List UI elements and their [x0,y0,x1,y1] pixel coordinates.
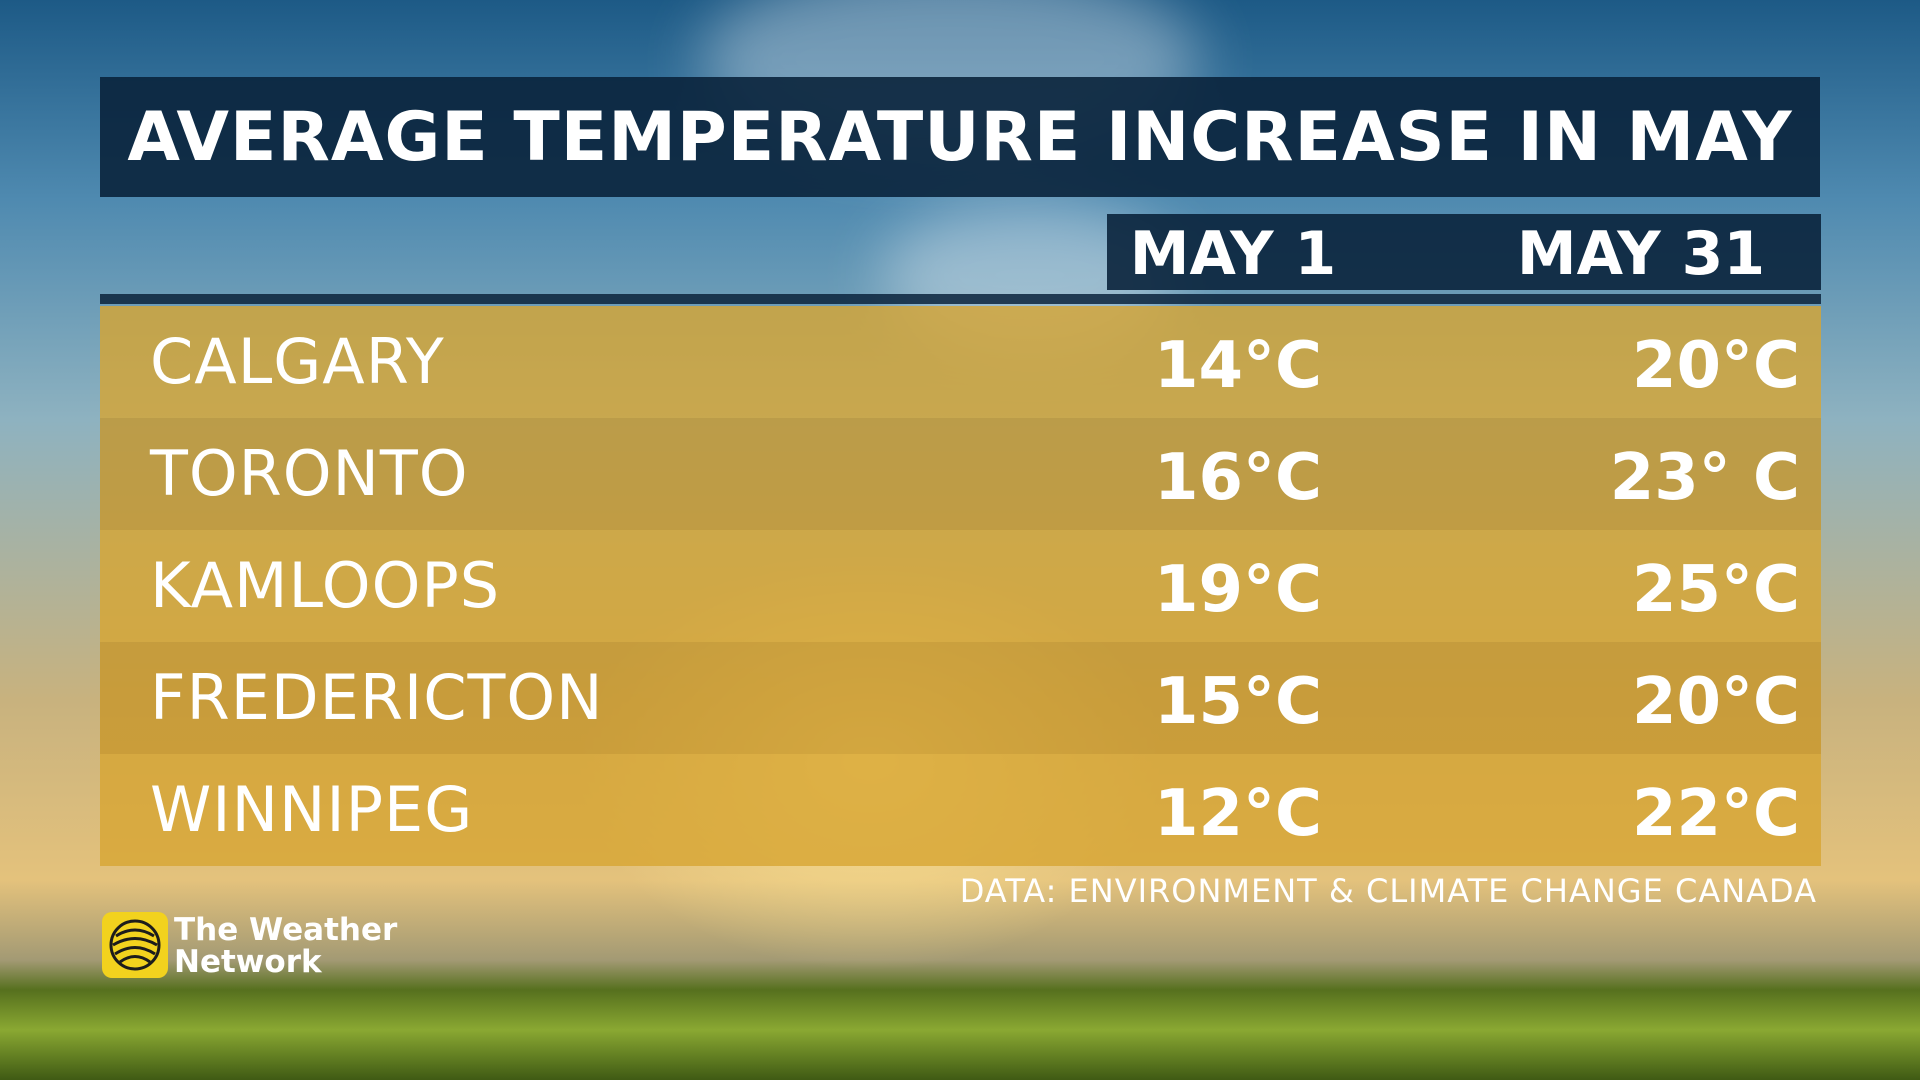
temperature: 23° C [1609,441,1800,515]
temperature: 16°C [1153,441,1322,515]
table-row: KAMLOOPS 19°C 25°C [100,530,1821,642]
table-row: FREDERICTON 15°C 20°C [100,642,1821,754]
logo-icon [102,912,168,978]
column-header: MAY 31 [1516,219,1766,289]
temperature: 20°C [1631,665,1800,739]
temperature: 20°C [1631,329,1800,403]
temperature: 19°C [1153,553,1322,627]
logo-text: The Weather Network [174,914,397,978]
temperature: 25°C [1631,553,1800,627]
city-name: WINNIPEG [150,773,474,846]
table-row: CALGARY 14°C 20°C [100,306,1821,418]
temperature: 22°C [1631,777,1800,851]
table-row: TORONTO 16°C 23° C [100,418,1821,530]
temperature: 12°C [1153,777,1322,851]
table-row: WINNIPEG 12°C 22°C [100,754,1821,866]
temperature: 14°C [1153,329,1322,403]
divider [100,294,1821,304]
city-name: KAMLOOPS [150,549,501,622]
source: DATA: ENVIRONMENT & CLIMATE CHANGE CANAD… [959,872,1817,910]
column-header-bar [1107,214,1821,290]
logo-line: The Weather [174,912,398,948]
title: AVERAGE TEMPERATURE INCREASE IN MAY [100,77,1820,197]
temperature: 15°C [1153,665,1322,739]
city-name: CALGARY [150,325,445,398]
logo-line: Network [174,944,322,980]
city-name: FREDERICTON [150,661,604,734]
column-header: MAY 1 [1129,219,1337,289]
city-name: TORONTO [150,437,469,510]
